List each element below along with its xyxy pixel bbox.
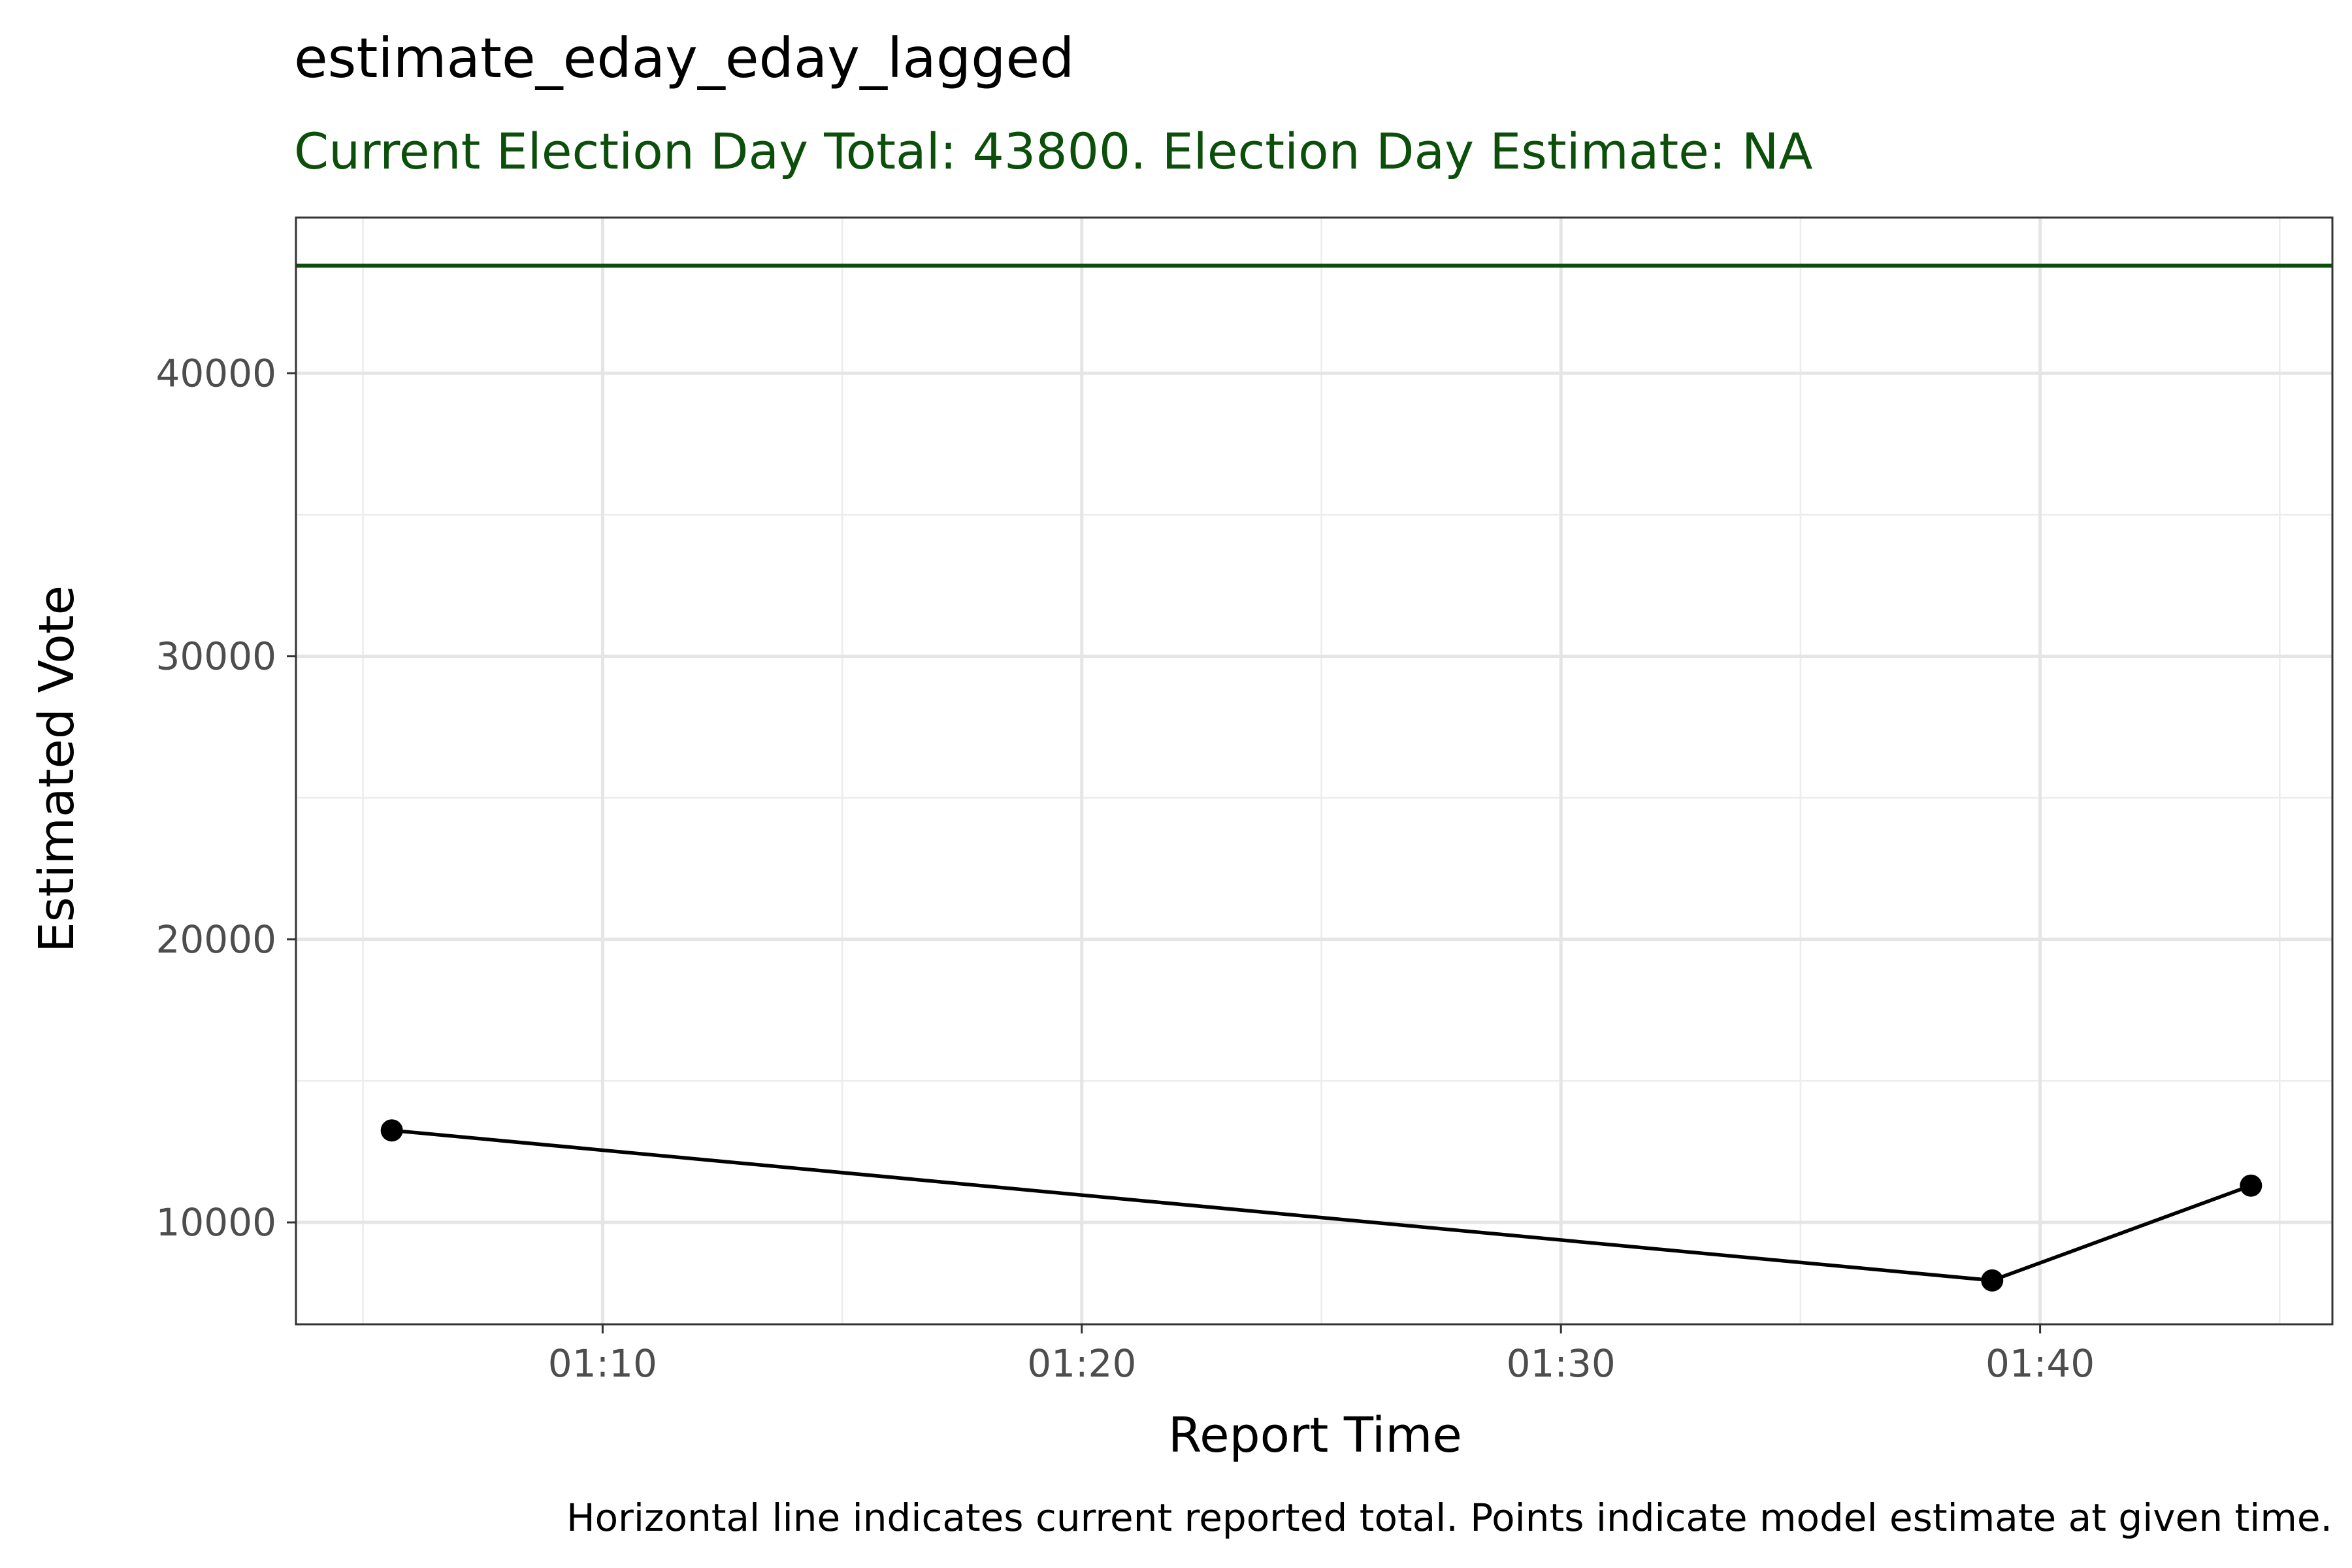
x-tick-label: 01:10 bbox=[548, 1341, 657, 1386]
x-tick-label: 01:40 bbox=[1985, 1341, 2095, 1386]
minor-gridlines bbox=[296, 218, 2332, 1324]
y-axis-title: Estimated Vote bbox=[29, 585, 85, 953]
x-axis-title: Report Time bbox=[1168, 1407, 1462, 1463]
x-axis-ticks: 01:10 01:20 01:30 01:40 bbox=[548, 1324, 2095, 1386]
chart-subtitle: Current Election Day Total: 43800. Elect… bbox=[294, 122, 1813, 180]
major-gridlines bbox=[296, 218, 2332, 1324]
y-tick-label: 40000 bbox=[155, 351, 276, 395]
y-axis-ticks: 10000 20000 30000 40000 bbox=[155, 351, 296, 1245]
chart-caption: Horizontal line indicates current report… bbox=[566, 1495, 2332, 1540]
plot-panel bbox=[295, 216, 2334, 1326]
data-point bbox=[380, 1119, 403, 1142]
y-tick-label: 30000 bbox=[155, 634, 276, 679]
x-tick-label: 01:30 bbox=[1507, 1341, 1616, 1386]
data-point bbox=[2240, 1174, 2262, 1197]
chart-title: estimate_eday_eday_lagged bbox=[294, 26, 1074, 90]
y-tick-label: 20000 bbox=[155, 917, 276, 962]
y-tick-label: 10000 bbox=[155, 1200, 276, 1245]
series-group bbox=[380, 1119, 2262, 1292]
data-point bbox=[1981, 1269, 2004, 1292]
x-tick-label: 01:20 bbox=[1027, 1341, 1136, 1386]
